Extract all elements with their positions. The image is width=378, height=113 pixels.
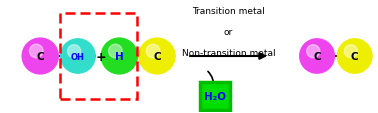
Ellipse shape [344, 45, 358, 58]
Ellipse shape [60, 39, 95, 74]
Ellipse shape [101, 39, 138, 74]
Ellipse shape [108, 45, 122, 58]
Text: C: C [153, 52, 161, 61]
Bar [60, 14, 138, 99]
Ellipse shape [146, 45, 160, 58]
Text: C: C [36, 52, 44, 61]
Text: Non-transition metal: Non-transition metal [182, 49, 275, 58]
Ellipse shape [307, 45, 320, 58]
FancyArrowPatch shape [208, 72, 216, 87]
Text: Transition metal: Transition metal [192, 7, 265, 16]
Text: C: C [351, 52, 358, 61]
Ellipse shape [68, 45, 81, 58]
Ellipse shape [338, 39, 372, 74]
Bar [200, 82, 231, 110]
Ellipse shape [139, 39, 175, 74]
Ellipse shape [300, 39, 335, 74]
Ellipse shape [29, 45, 43, 58]
Text: OH: OH [71, 52, 85, 61]
Text: C: C [313, 52, 321, 61]
Ellipse shape [22, 39, 58, 74]
Text: H: H [115, 52, 124, 61]
Text: H₂O: H₂O [204, 91, 226, 101]
Text: +: + [95, 50, 106, 63]
Text: or: or [224, 27, 233, 36]
